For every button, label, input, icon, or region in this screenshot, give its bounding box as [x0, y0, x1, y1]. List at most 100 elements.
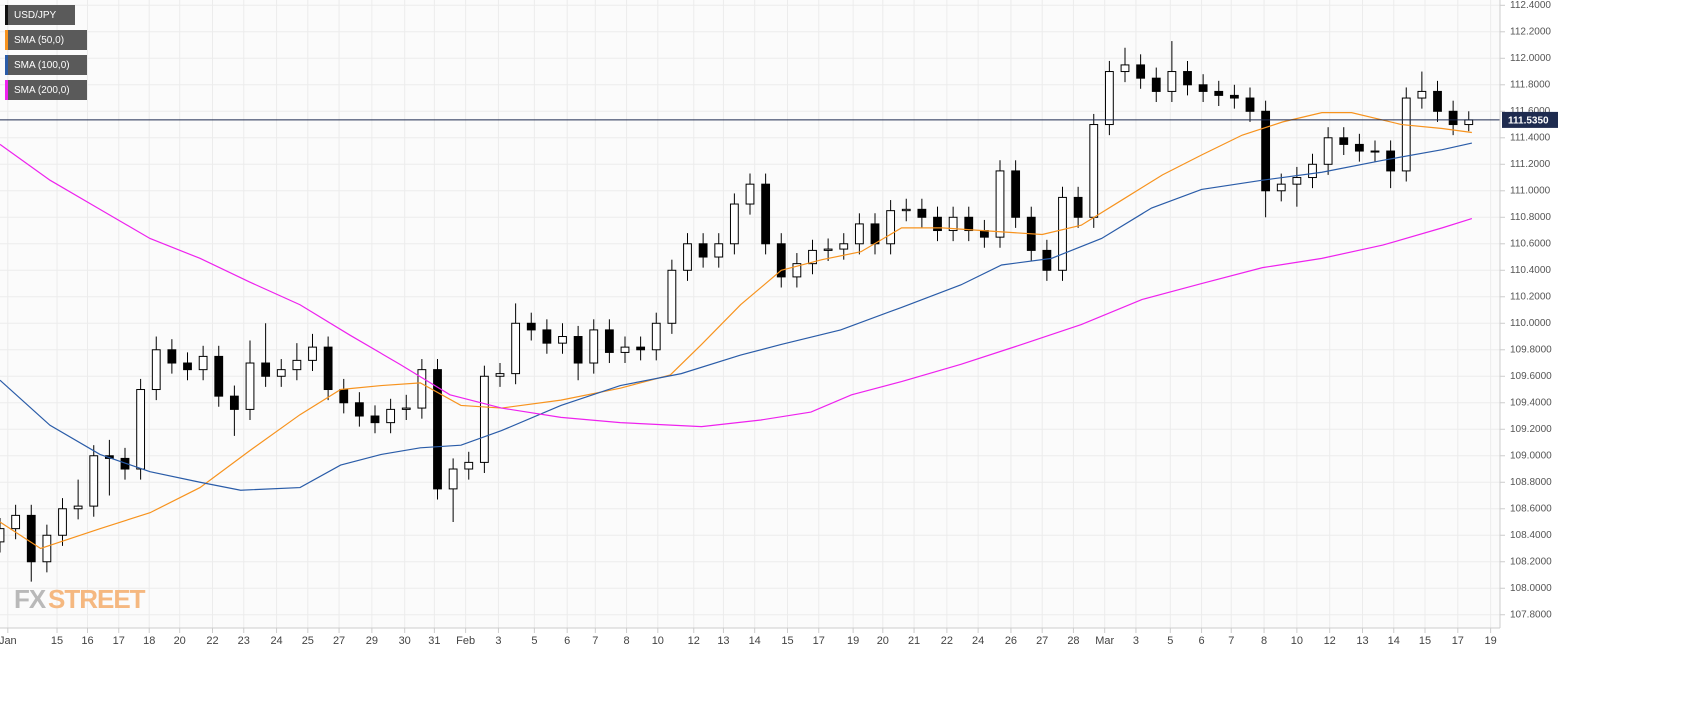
- x-tick-label: 22: [941, 635, 953, 647]
- marks: [0, 41, 1500, 582]
- candle-body: [1151, 77, 1161, 92]
- candle-body: [667, 269, 677, 324]
- x-tick-label: 23: [238, 635, 250, 647]
- legend-swatch: [5, 55, 8, 75]
- x-tick-label: 22: [206, 635, 218, 647]
- legend-box: [5, 55, 87, 75]
- x-tick-label: 3: [495, 635, 501, 647]
- candle-body: [1401, 97, 1411, 172]
- candle-body: [683, 243, 692, 271]
- legend-swatch: [5, 80, 8, 100]
- x-tick-label: 16: [81, 635, 93, 647]
- x-tick-label: 26: [1005, 635, 1017, 647]
- y-tick-label: 111.0000: [1510, 185, 1551, 196]
- candle-body: [1339, 137, 1349, 145]
- candle-body: [776, 243, 786, 278]
- x-tick-label: 5: [531, 635, 537, 647]
- y-tick-label: 110.2000: [1510, 291, 1551, 302]
- candle-body: [964, 216, 974, 232]
- candle-body: [167, 349, 177, 364]
- candle-body: [1448, 110, 1458, 126]
- candle-body: [354, 402, 364, 417]
- candle-body: [58, 508, 67, 536]
- x-tick-label: 17: [813, 635, 825, 647]
- candle-body: [292, 359, 302, 371]
- candle-body: [651, 322, 661, 351]
- x-tick-label: 8: [1261, 635, 1267, 647]
- candle-body: [1214, 90, 1224, 96]
- candle-body: [73, 505, 83, 510]
- candle-body: [276, 369, 286, 377]
- candle-body: [1073, 196, 1083, 218]
- x-tick-label: 7: [592, 635, 598, 647]
- candle-body: [1198, 84, 1208, 92]
- x-tick-label: 10: [652, 635, 664, 647]
- x-tick-label: 18: [143, 635, 155, 647]
- y-tick-label: 111.6000: [1510, 106, 1551, 117]
- candle-body: [151, 349, 161, 391]
- x-tick-label: 27: [333, 635, 345, 647]
- candle-body: [1104, 71, 1114, 126]
- legend: USD/JPY SMA (50,0) SMA (100,0) SMA (200,0): [5, 5, 87, 100]
- y-tick-label: 109.8000: [1510, 344, 1552, 355]
- candle-body: [823, 248, 833, 251]
- x-tick-label: 14: [1388, 635, 1400, 647]
- candle-body: [308, 346, 317, 361]
- y-tick-label: 109.6000: [1510, 371, 1552, 382]
- candle-body: [136, 389, 146, 470]
- x-tick-label: 24: [270, 635, 282, 647]
- last-price-box: [1502, 111, 1558, 128]
- candle-body: [589, 329, 599, 364]
- candle-body: [1167, 71, 1177, 92]
- watermark-fx: FX: [14, 584, 47, 614]
- y-tick-label: 108.0000: [1510, 583, 1552, 594]
- candle-body: [558, 336, 567, 344]
- y-tick-label: 112.0000: [1510, 53, 1551, 64]
- x-tick-label: 13: [717, 635, 729, 647]
- candle-body: [604, 329, 614, 353]
- x-tick-label: 31: [428, 635, 440, 647]
- x-tick-label: 25: [302, 635, 314, 647]
- y-tick-label: 109.0000: [1510, 450, 1552, 461]
- candle-body: [417, 369, 427, 409]
- candle-body: [464, 461, 474, 470]
- candle-body: [245, 362, 255, 410]
- last-price-label: 111.5350: [1508, 116, 1549, 127]
- y-tick-label: 108.8000: [1510, 477, 1552, 488]
- candle-body: [433, 369, 442, 490]
- watermark-street: STREET: [48, 584, 146, 614]
- candle-body: [89, 455, 99, 507]
- x-tick-label: 7: [1228, 635, 1234, 647]
- candle-body: [901, 208, 911, 212]
- legend-swatch: [5, 5, 8, 25]
- candle-body: [745, 183, 755, 205]
- x-tick-label: 12: [688, 635, 700, 647]
- candle-body: [261, 362, 271, 377]
- x-tick-label: 15: [781, 635, 793, 647]
- candle-body: [1183, 71, 1192, 86]
- candle-body: [1433, 90, 1442, 112]
- x-tick-label: 15: [51, 635, 63, 647]
- legend-box: [5, 80, 87, 100]
- candle-body: [370, 415, 380, 424]
- candle-body: [870, 223, 880, 245]
- x-tick-label: 21: [908, 635, 920, 647]
- candle-body: [854, 223, 864, 245]
- x-tick-label: 3: [1133, 635, 1139, 647]
- y-tick-label: 110.0000: [1510, 318, 1551, 329]
- candle-body: [229, 395, 239, 410]
- candle-body: [1089, 124, 1099, 218]
- candle-body: [526, 322, 536, 331]
- x-tick-label: 20: [174, 635, 186, 647]
- x-tick-label: 15: [1419, 635, 1431, 647]
- candle-body: [401, 407, 411, 410]
- x-tick-label: 28: [1067, 635, 1079, 647]
- candle-body: [1058, 196, 1067, 271]
- candle-body: [573, 336, 583, 364]
- y-tick-label: 108.2000: [1510, 556, 1552, 567]
- legend-swatch: [5, 30, 8, 50]
- candle-body: [11, 514, 21, 530]
- y-tick-label: 111.4000: [1510, 132, 1551, 143]
